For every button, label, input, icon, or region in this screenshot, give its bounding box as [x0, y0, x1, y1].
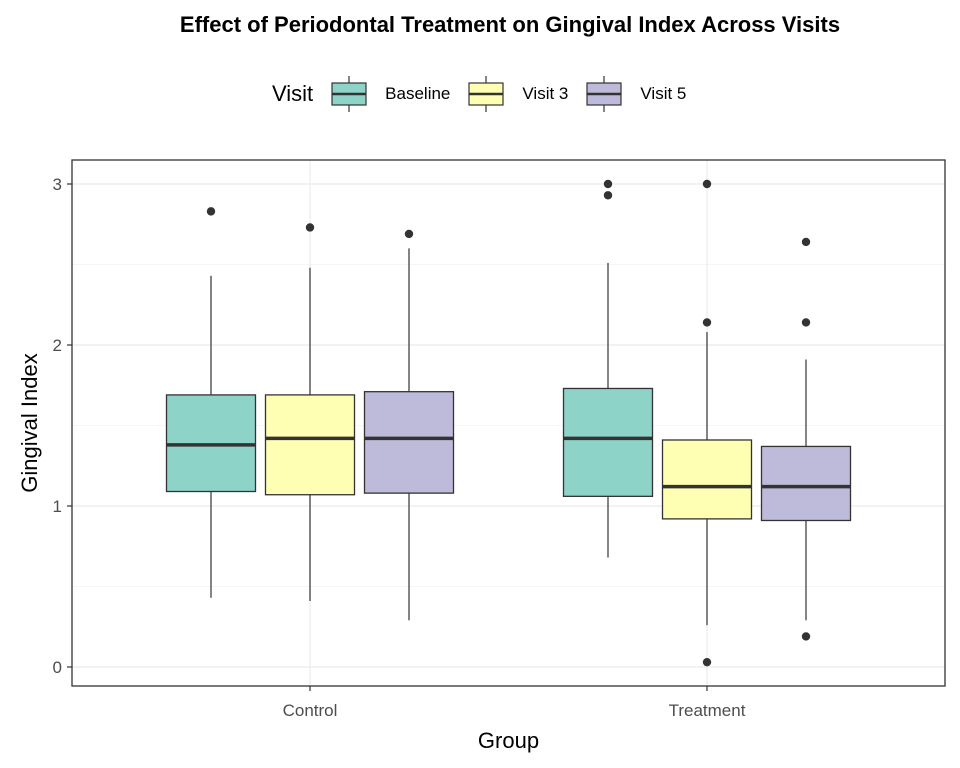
legend-key-baseline [331, 76, 367, 112]
legend-item-visit-3: Visit 3 [468, 76, 568, 112]
legend-key-visit-3 [468, 76, 504, 112]
outlier-point [702, 657, 712, 667]
legend-title: Visit [272, 81, 314, 106]
chart-title: Effect of Periodontal Treatment on Gingi… [179, 12, 841, 37]
box [363, 391, 455, 494]
outlier-point [801, 632, 811, 641]
y-tick-label: 1 [53, 497, 62, 516]
x-axis-title: Group [478, 728, 539, 753]
legend-key-visit-5 [586, 76, 622, 112]
box [760, 445, 852, 522]
outlier-point [603, 179, 613, 189]
outlier-point [603, 191, 613, 200]
outlier-point [702, 179, 712, 189]
outlier-point [801, 237, 811, 247]
legend-item-baseline: Baseline [331, 76, 450, 112]
outlier-point [702, 318, 712, 327]
y-tick-label: 0 [53, 658, 62, 677]
x-tick-label: Treatment [669, 701, 746, 720]
panel-border [71, 159, 946, 687]
x-tick-label: Control [283, 701, 338, 720]
y-tick-label: 2 [53, 336, 62, 355]
y-tick-label: 3 [53, 175, 62, 194]
outlier-point [404, 229, 414, 239]
legend-label: Visit 5 [640, 84, 687, 103]
outlier-point [305, 223, 315, 232]
box [562, 387, 654, 497]
outlier-point [801, 318, 811, 327]
outlier-point [206, 207, 216, 216]
legend-label: Baseline [385, 84, 451, 103]
legend-label: Visit 3 [522, 84, 569, 103]
box [661, 439, 753, 520]
y-axis-title: Gingival Index [17, 353, 42, 492]
legend: Visit Baseline Visit 3 Visit 5 [272, 72, 704, 116]
box [264, 394, 356, 496]
legend-item-visit-5: Visit 5 [586, 76, 686, 112]
